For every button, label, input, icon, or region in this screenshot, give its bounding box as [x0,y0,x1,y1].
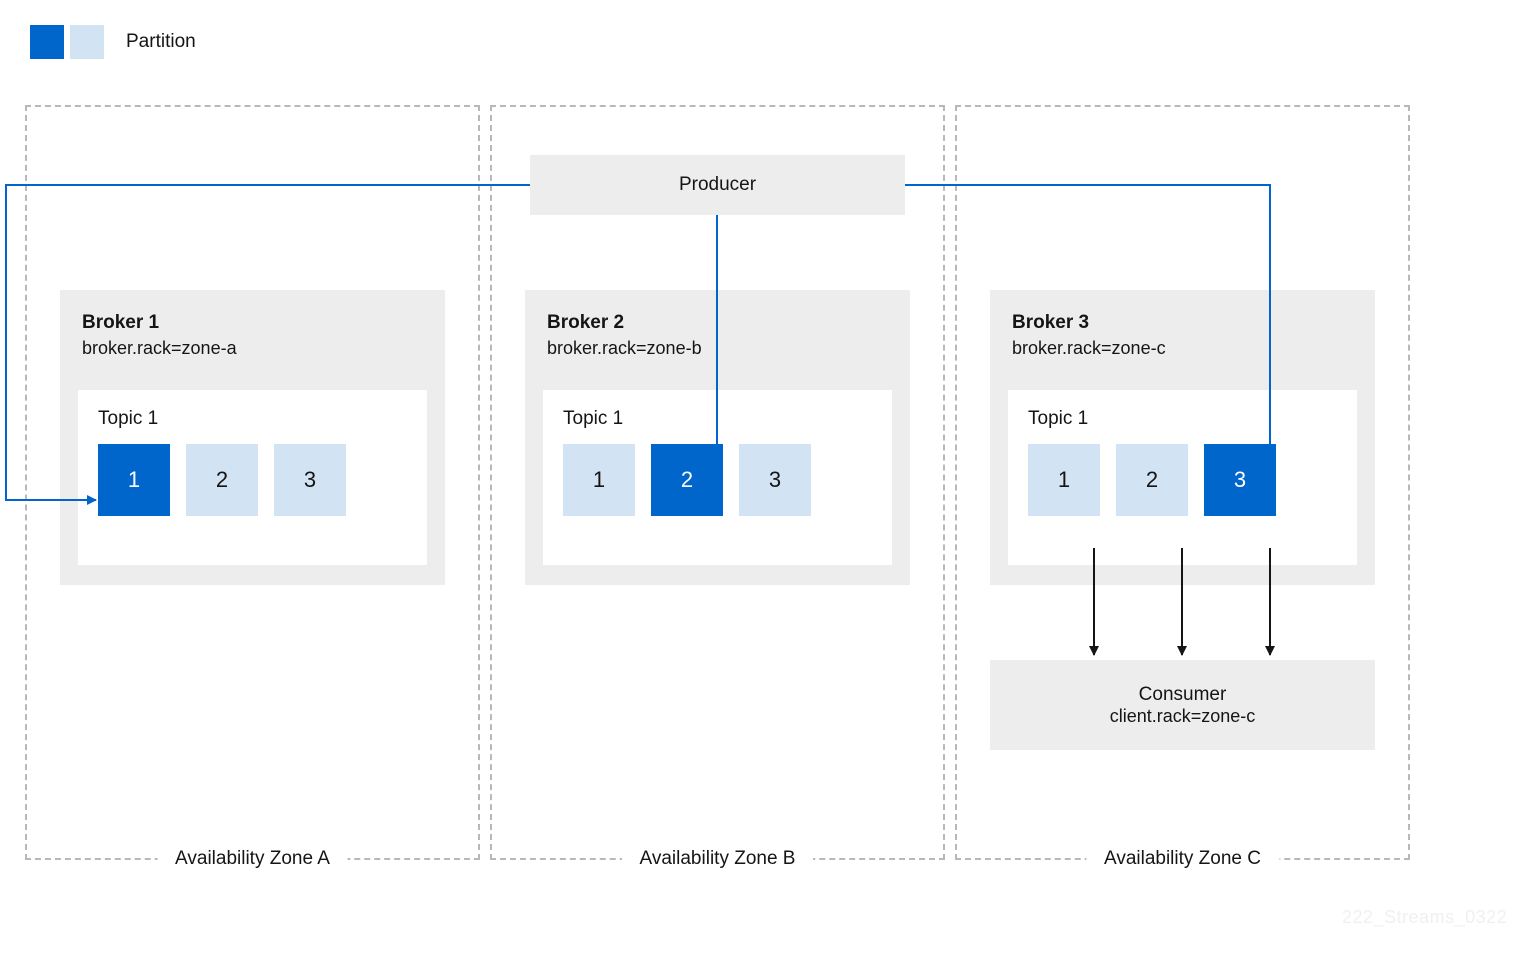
diagram-canvas: Partition Availability Zone A Availabili… [0,0,1520,979]
broker-2-title: Broker 2 [547,312,888,334]
watermark: 222_Streams_0322 [1342,907,1507,928]
legend-swatch-light [70,25,104,59]
broker-3-partitions: 1 2 3 [1028,444,1337,516]
broker-1-topic: Topic 1 1 2 3 [78,390,427,565]
broker-1-partitions: 1 2 3 [98,444,407,516]
broker-2-partition-2: 2 [651,444,723,516]
broker-3-partition-2: 2 [1116,444,1188,516]
producer-block: Producer [530,155,905,215]
zone-a-label: Availability Zone A [157,848,348,870]
broker-1-title: Broker 1 [82,312,423,334]
consumer-title: Consumer [1139,684,1227,706]
broker-1-sub: broker.rack=zone-a [82,338,423,359]
broker-1-partition-1: 1 [98,444,170,516]
broker-3-title: Broker 3 [1012,312,1353,334]
broker-2-partition-3: 3 [739,444,811,516]
broker-1-topic-title: Topic 1 [98,408,407,430]
legend-label: Partition [126,31,196,53]
zone-b-label: Availability Zone B [622,848,814,870]
consumer-sub: client.rack=zone-c [1110,706,1256,727]
zone-c-label: Availability Zone C [1086,848,1279,870]
broker-3-sub: broker.rack=zone-c [1012,338,1353,359]
broker-2-topic-title: Topic 1 [563,408,872,430]
broker-2-sub: broker.rack=zone-b [547,338,888,359]
broker-3-topic: Topic 1 1 2 3 [1008,390,1357,565]
broker-2-partitions: 1 2 3 [563,444,872,516]
legend-swatch-primary [30,25,64,59]
consumer-block: Consumer client.rack=zone-c [990,660,1375,750]
broker-3-topic-title: Topic 1 [1028,408,1337,430]
broker-1-partition-2: 2 [186,444,258,516]
producer-label: Producer [679,174,756,196]
broker-3-partition-1: 1 [1028,444,1100,516]
broker-2-topic: Topic 1 1 2 3 [543,390,892,565]
broker-1-partition-3: 3 [274,444,346,516]
legend: Partition [30,25,196,59]
broker-3-partition-3: 3 [1204,444,1276,516]
broker-2-partition-1: 1 [563,444,635,516]
